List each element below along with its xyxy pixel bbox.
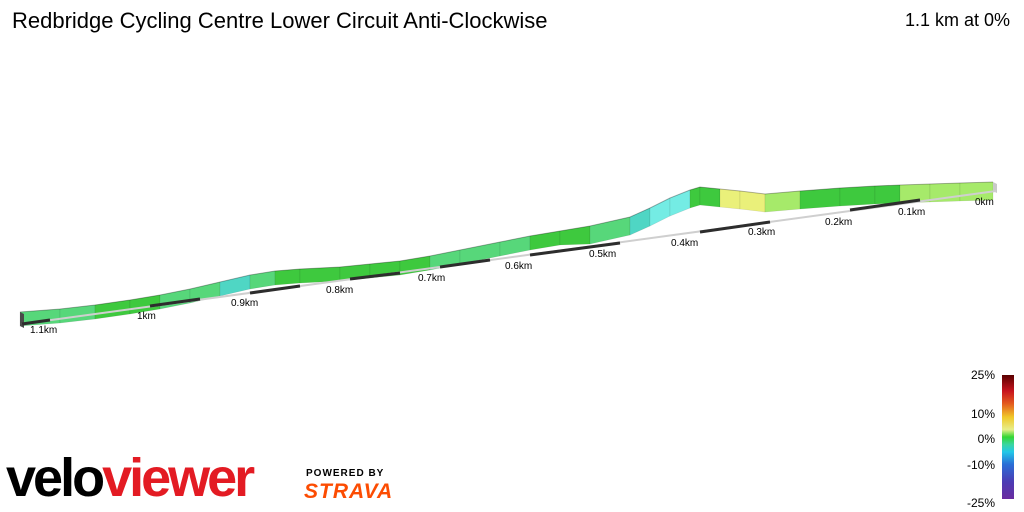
km-label-1.1: 1.1km — [30, 325, 57, 336]
km-label-0.1: 0.1km — [898, 207, 925, 218]
km-label-0.8: 0.8km — [326, 285, 353, 296]
distance-tick — [249, 284, 301, 295]
distance-tick — [699, 220, 771, 234]
legend-label-minus-25: -25% — [966, 496, 995, 510]
distance-labels: 0km 0.1km 0.2km 0.3km 0.4km 0.5km 0.6km … — [30, 197, 994, 336]
km-label-0.3: 0.3km — [748, 227, 775, 238]
profile-segment — [839, 185, 876, 207]
strava-logo[interactable]: STRAVA — [304, 480, 394, 503]
profile-segment — [719, 188, 741, 210]
km-label-0.9: 0.9km — [231, 298, 258, 309]
profile-ribbon — [19, 181, 997, 328]
powered-by-label: POWERED BY — [306, 468, 385, 479]
page-title: Redbridge Cycling Centre Lower Circuit A… — [12, 8, 548, 33]
legend-label-10: 10% — [970, 407, 995, 421]
profile-segment — [649, 197, 671, 227]
logo-viewer: viewer — [102, 448, 255, 508]
legend-label-minus-10: -10% — [966, 458, 995, 472]
profile-segment — [689, 186, 701, 209]
distance-tick — [149, 297, 201, 308]
profile-segment — [764, 190, 801, 213]
profile-segment — [249, 270, 276, 290]
distance-tick — [439, 258, 491, 269]
km-label-0.6: 0.6km — [505, 261, 532, 272]
logo-velo: velo — [6, 448, 105, 508]
distance-tick — [349, 271, 401, 281]
km-label-0.4: 0.4km — [671, 238, 698, 249]
km-label-0.5: 0.5km — [589, 249, 616, 260]
distance-tick — [529, 241, 621, 257]
gradient-legend-bar — [1002, 375, 1014, 499]
profile-start-cap — [20, 312, 24, 328]
km-label-0.7: 0.7km — [418, 273, 445, 284]
profile-segment — [874, 184, 901, 205]
distance-gradient-summary: 1.1 km at 0% — [904, 10, 1010, 30]
km-label-0: 0km — [975, 197, 994, 208]
profile-segment — [274, 268, 301, 286]
distance-tick — [21, 318, 51, 326]
profile-segment — [799, 187, 841, 210]
km-label-0.2: 0.2km — [825, 217, 852, 228]
profile-segment — [699, 186, 721, 208]
distance-tick — [849, 198, 921, 212]
profile-end-cap — [993, 182, 997, 193]
legend-label-25: 25% — [970, 368, 995, 382]
veloviewer-logo[interactable]: veloviewer — [6, 448, 255, 508]
distance-ticks — [21, 198, 921, 326]
km-label-1: 1km — [137, 311, 156, 322]
profile-segment — [739, 190, 766, 213]
profile-top-edge — [19, 181, 994, 313]
legend-label-0: 0% — [977, 432, 995, 446]
